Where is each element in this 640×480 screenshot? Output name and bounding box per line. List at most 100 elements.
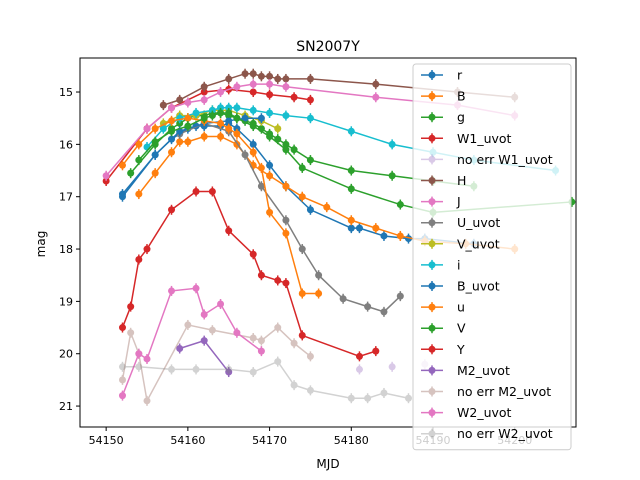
data-point bbox=[290, 146, 298, 154]
y-tick-label: 19 bbox=[59, 295, 73, 308]
y-tick-label: 17 bbox=[59, 191, 73, 204]
data-point bbox=[306, 206, 314, 214]
legend-item bbox=[421, 70, 443, 80]
data-point bbox=[396, 232, 404, 240]
legend-swatch-marker bbox=[428, 388, 436, 395]
data-point bbox=[257, 271, 265, 279]
data-point bbox=[192, 187, 200, 195]
data-point bbox=[102, 172, 110, 180]
data-point bbox=[249, 368, 257, 376]
data-point bbox=[347, 224, 355, 232]
data-point bbox=[282, 279, 290, 287]
data-point bbox=[225, 227, 233, 235]
legend-swatch-marker bbox=[428, 113, 436, 121]
legend-swatch-marker bbox=[428, 240, 436, 248]
data-point bbox=[225, 117, 233, 125]
data-point bbox=[266, 109, 274, 117]
series-line bbox=[121, 324, 311, 404]
y-tick-label: 21 bbox=[59, 400, 73, 413]
data-point bbox=[135, 256, 143, 264]
data-point bbox=[217, 133, 225, 141]
data-point bbox=[249, 70, 257, 78]
legend-swatch-marker bbox=[428, 409, 436, 417]
legend-label: no err W1_uvot bbox=[457, 152, 553, 167]
data-point bbox=[315, 290, 323, 298]
data-point bbox=[257, 337, 265, 345]
data-point bbox=[257, 347, 265, 355]
data-point bbox=[200, 96, 208, 104]
data-point bbox=[298, 245, 306, 253]
x-tick-label: 54170 bbox=[252, 434, 287, 447]
legend-swatch-marker bbox=[428, 155, 436, 163]
data-point bbox=[372, 347, 380, 355]
x-tick-label: 54180 bbox=[334, 434, 369, 447]
data-point bbox=[168, 148, 176, 156]
data-point bbox=[135, 190, 143, 198]
data-point bbox=[225, 75, 233, 83]
series-j bbox=[102, 79, 519, 181]
data-point bbox=[249, 148, 257, 156]
data-point bbox=[217, 109, 225, 117]
legend-label: H bbox=[457, 173, 466, 188]
data-point bbox=[233, 83, 241, 91]
data-point bbox=[364, 394, 372, 402]
legend-item bbox=[421, 386, 443, 397]
data-point bbox=[143, 143, 151, 151]
data-point bbox=[249, 140, 257, 148]
data-point bbox=[118, 161, 126, 169]
data-point bbox=[151, 151, 159, 159]
data-point bbox=[266, 208, 274, 216]
data-point bbox=[380, 232, 388, 240]
data-point bbox=[151, 138, 159, 146]
y-axis: 15 16 17 18 19 20 21 bbox=[59, 86, 80, 413]
data-point bbox=[347, 185, 355, 193]
y-tick-label: 18 bbox=[59, 243, 73, 256]
data-point bbox=[274, 276, 282, 284]
data-point bbox=[282, 146, 290, 154]
data-point bbox=[135, 156, 143, 164]
data-point bbox=[266, 133, 274, 141]
legend-swatch-marker bbox=[428, 324, 436, 332]
legend-label: g bbox=[457, 110, 465, 125]
data-point bbox=[257, 182, 265, 190]
data-point bbox=[208, 112, 216, 120]
legend-label: u bbox=[457, 300, 465, 315]
data-point bbox=[225, 365, 233, 373]
legend-swatch-marker bbox=[428, 282, 436, 290]
data-point bbox=[200, 310, 208, 318]
series-m2-uvot bbox=[176, 335, 233, 378]
data-point bbox=[192, 109, 200, 117]
data-point bbox=[200, 88, 208, 96]
data-point bbox=[233, 114, 241, 122]
data-point bbox=[306, 75, 314, 83]
data-point bbox=[168, 365, 176, 373]
legend-swatch-marker bbox=[428, 177, 436, 184]
legend-swatch-marker bbox=[428, 345, 436, 353]
data-point bbox=[396, 201, 404, 209]
data-point bbox=[306, 114, 314, 122]
data-point bbox=[135, 350, 143, 358]
data-point bbox=[266, 172, 274, 180]
data-point bbox=[282, 83, 290, 91]
data-point bbox=[168, 117, 176, 125]
data-point bbox=[298, 164, 306, 172]
legend-item bbox=[421, 112, 443, 123]
x-axis: 541505416054170541805419054200 bbox=[89, 427, 532, 447]
data-point bbox=[225, 368, 233, 376]
data-point bbox=[290, 339, 298, 347]
data-point bbox=[274, 125, 282, 133]
data-point bbox=[143, 245, 151, 253]
legend-label: W2_uvot bbox=[457, 405, 512, 420]
data-point bbox=[372, 224, 380, 232]
data-point bbox=[127, 329, 135, 337]
legend-label: B_uvot bbox=[457, 279, 500, 294]
legend-label: r bbox=[457, 68, 463, 83]
data-point bbox=[143, 125, 151, 133]
data-point bbox=[217, 300, 225, 308]
legend-swatch-marker bbox=[428, 198, 436, 206]
data-point bbox=[372, 93, 380, 101]
data-point bbox=[200, 133, 208, 141]
data-point bbox=[323, 203, 331, 211]
legend-item bbox=[421, 281, 443, 291]
data-point bbox=[266, 80, 274, 88]
